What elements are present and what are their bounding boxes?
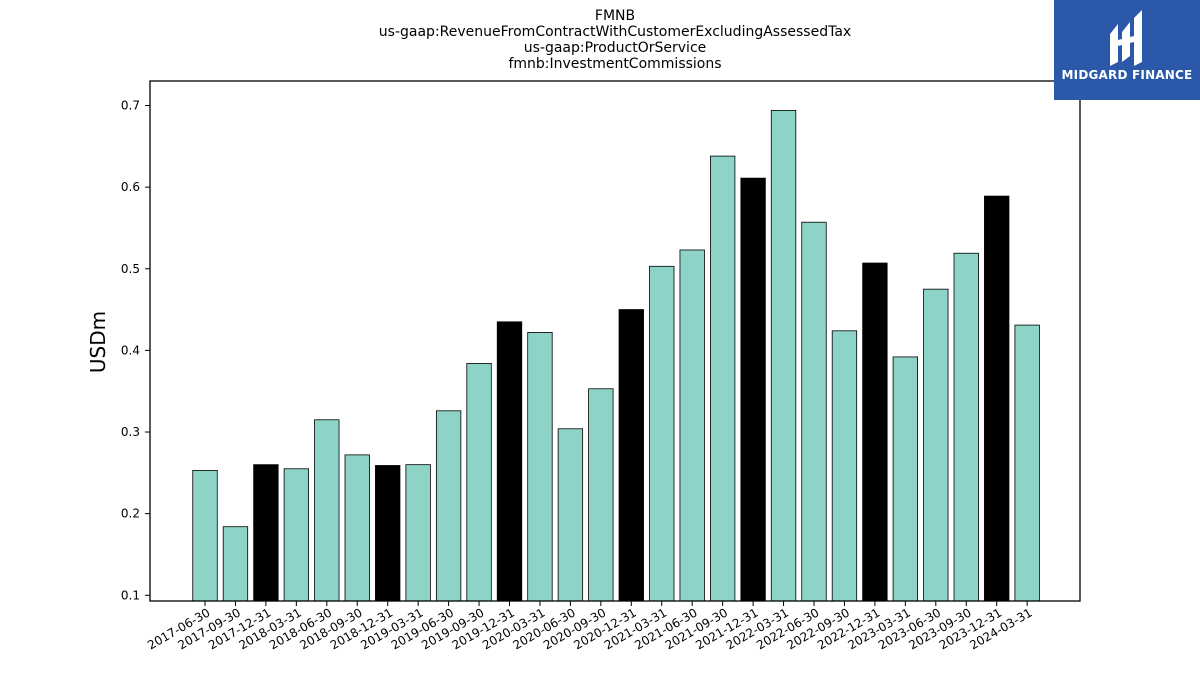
bar-2023-03-31 (892, 356, 918, 602)
midgard-logo-icon (1110, 10, 1142, 66)
y-tick-label: 0.7 (121, 98, 140, 112)
y-tick-label: 0.1 (121, 588, 140, 602)
bar-2017-06-30 (192, 469, 218, 602)
bar-2022-06-30 (801, 221, 827, 602)
bar-2020-12-31 (618, 309, 644, 602)
brand-logo: MIDGARD FINANCE (1054, 0, 1200, 100)
bar-2018-06-30 (314, 419, 340, 602)
bar-2018-09-30 (344, 454, 370, 602)
bar-2018-03-31 (283, 468, 310, 602)
bar-2017-12-31 (253, 464, 279, 602)
y-axis: 0.1 0.2 0.3 0.4 0.5 0.6 0.7 (121, 98, 150, 602)
logo-text: MIDGARD FINANCE (1061, 68, 1193, 82)
bar-2021-09-30 (710, 155, 736, 602)
bar-2021-03-31 (649, 265, 675, 602)
y-axis-label: USDm (86, 311, 110, 373)
plot-frame (149, 80, 1081, 602)
bar-2018-12-31 (375, 465, 401, 602)
bar-2019-12-31 (496, 321, 523, 602)
y-tick-label: 0.5 (121, 262, 140, 276)
bar-2020-03-31 (527, 332, 553, 602)
bars-group (192, 109, 1040, 602)
bar-2020-06-30 (557, 428, 584, 602)
chart-title: FMNB us-gaap:RevenueFromContractWithCust… (379, 8, 851, 72)
bar-2019-06-30 (435, 410, 462, 602)
y-tick-label: 0.2 (121, 507, 140, 521)
bar-2017-09-30 (222, 526, 249, 602)
y-tick-label: 0.6 (121, 180, 140, 194)
title-line-1: FMNB (595, 8, 635, 24)
bar-2019-03-31 (405, 464, 431, 602)
bar-2022-03-31 (770, 109, 797, 602)
bar-2020-09-30 (588, 388, 614, 602)
bar-2023-12-31 (984, 195, 1010, 602)
bar-2022-12-31 (862, 262, 888, 602)
title-line-4: fmnb:InvestmentCommissions (508, 56, 721, 72)
bar-2024-03-31 (1014, 324, 1040, 602)
y-tick-label: 0.4 (121, 343, 140, 357)
bar-2019-09-30 (466, 363, 492, 602)
title-line-2: us-gaap:RevenueFromContractWithCustomerE… (379, 24, 851, 40)
y-tick-label: 0.3 (121, 425, 140, 439)
bar-2022-09-30 (831, 330, 858, 602)
title-line-3: us-gaap:ProductOrService (524, 40, 707, 56)
bar-2023-06-30 (923, 288, 949, 602)
x-axis: 2017-06-302017-09-302017-12-312018-03-31… (145, 601, 1035, 652)
bar-2021-12-31 (740, 177, 766, 602)
bar-2021-06-30 (679, 249, 705, 602)
bar-2023-09-30 (953, 252, 979, 602)
